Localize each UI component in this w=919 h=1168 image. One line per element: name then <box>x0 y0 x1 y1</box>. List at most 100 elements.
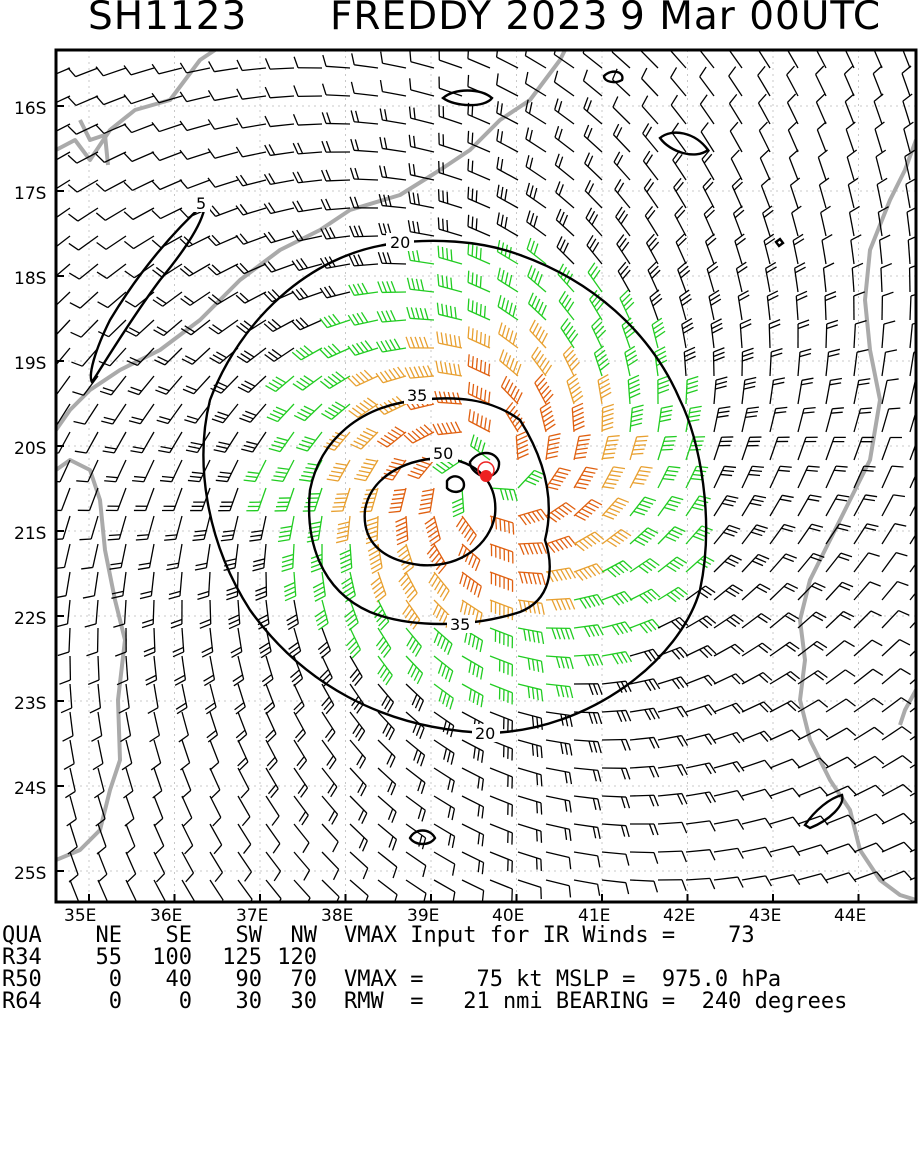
wind-barb <box>296 432 322 451</box>
wind-barb <box>294 852 310 880</box>
wind-barb <box>556 181 574 208</box>
wind-barb <box>714 732 744 743</box>
wind-barb <box>490 628 512 648</box>
wind-barb <box>882 669 911 684</box>
wind-barb <box>294 740 307 770</box>
wind-barb <box>770 846 800 856</box>
wind-barb <box>880 235 891 264</box>
wind-barb <box>292 346 322 360</box>
wind-barb <box>546 852 571 869</box>
wind-barb <box>460 572 481 597</box>
wind-barb <box>377 310 406 322</box>
wind-barb <box>265 87 294 98</box>
wind-barb <box>236 175 266 186</box>
wind-barb <box>742 348 754 376</box>
wind-barb <box>686 675 716 685</box>
wind-barb <box>854 611 882 628</box>
wind-barb <box>311 544 322 572</box>
wind-barb <box>429 572 449 601</box>
wind-barb <box>404 425 434 443</box>
wind-barb <box>239 404 266 422</box>
wind-barb <box>742 702 772 712</box>
wind-barb <box>265 116 294 127</box>
wind-barb <box>209 61 238 71</box>
wind-barb <box>740 319 751 348</box>
wind-barb <box>419 488 434 514</box>
wind-barb <box>526 183 546 208</box>
wind-barb <box>526 155 546 180</box>
wind-barb <box>434 796 454 820</box>
wind-barb <box>236 204 266 215</box>
wind-barb <box>70 292 98 308</box>
col-ne: NE <box>62 925 122 947</box>
wind-barb <box>557 236 574 264</box>
wind-barb <box>462 656 483 680</box>
wind-barb <box>252 544 266 571</box>
wind-barb <box>56 600 70 627</box>
wind-barb <box>686 616 716 628</box>
col-sw: 30 <box>202 991 262 1013</box>
wind-barb <box>171 600 182 628</box>
wind-barb <box>686 821 715 831</box>
wind-map: 5 20 35 50 35 20 16S 17S 18S 19S 20S 21S… <box>0 46 919 926</box>
wind-barb <box>642 68 658 96</box>
wind-barb <box>714 762 744 773</box>
wind-barb <box>546 599 575 611</box>
wind-barb <box>176 684 187 714</box>
wind-barb <box>294 712 305 742</box>
wind-barb <box>770 378 785 404</box>
wind-barb <box>742 584 770 600</box>
wind-barb <box>798 583 825 600</box>
wind-barb <box>410 107 434 124</box>
wind-barb <box>798 437 818 460</box>
wind-barb <box>518 684 543 701</box>
wind-barb <box>395 516 407 545</box>
wind-barb <box>798 320 809 348</box>
wind-barb <box>854 640 882 656</box>
wind-barb <box>74 404 98 424</box>
wind-barb <box>209 320 238 334</box>
wind-barb <box>180 264 210 276</box>
wind-barb <box>434 740 454 765</box>
wind-barb <box>518 628 544 644</box>
wind-barb <box>714 496 738 516</box>
wind-barb <box>559 291 574 320</box>
wind-barb <box>264 684 274 714</box>
wind-barb <box>238 768 249 798</box>
wind-barb <box>303 488 322 511</box>
wind-barb <box>676 234 686 264</box>
wind-barb <box>602 739 630 750</box>
wind-barb <box>714 585 743 600</box>
col-se: 100 <box>132 947 192 969</box>
wind-barb <box>103 432 126 453</box>
wind-barb <box>350 796 367 824</box>
wind-barb <box>602 710 631 721</box>
wind-barb <box>236 292 266 303</box>
wind-barb <box>703 178 714 208</box>
wind-barb <box>588 263 602 292</box>
wind-barb <box>106 488 126 510</box>
wind-barb <box>376 628 390 658</box>
wind-barb <box>826 320 838 348</box>
wind-barb <box>238 740 248 770</box>
wind-barb <box>826 378 842 404</box>
wind-barb <box>292 288 322 300</box>
wind-barb <box>228 600 239 629</box>
wind-barb <box>592 318 606 348</box>
wind-barb <box>845 94 854 124</box>
wind-barb <box>882 408 900 432</box>
wind-barb <box>67 796 77 826</box>
lat-label: 16S <box>14 99 46 119</box>
wind-barb <box>882 292 893 320</box>
wind-barb <box>882 611 909 628</box>
wind-barb <box>847 150 856 180</box>
contour-small-2 <box>660 133 708 155</box>
wind-barb <box>188 460 210 482</box>
wind-barb <box>136 516 154 540</box>
wind-barb <box>169 572 182 599</box>
wind-barb <box>602 529 631 546</box>
wind-barb <box>714 703 744 713</box>
wind-barb <box>742 377 756 404</box>
col-sw: 125 <box>202 947 262 969</box>
wind-barb <box>351 139 378 152</box>
